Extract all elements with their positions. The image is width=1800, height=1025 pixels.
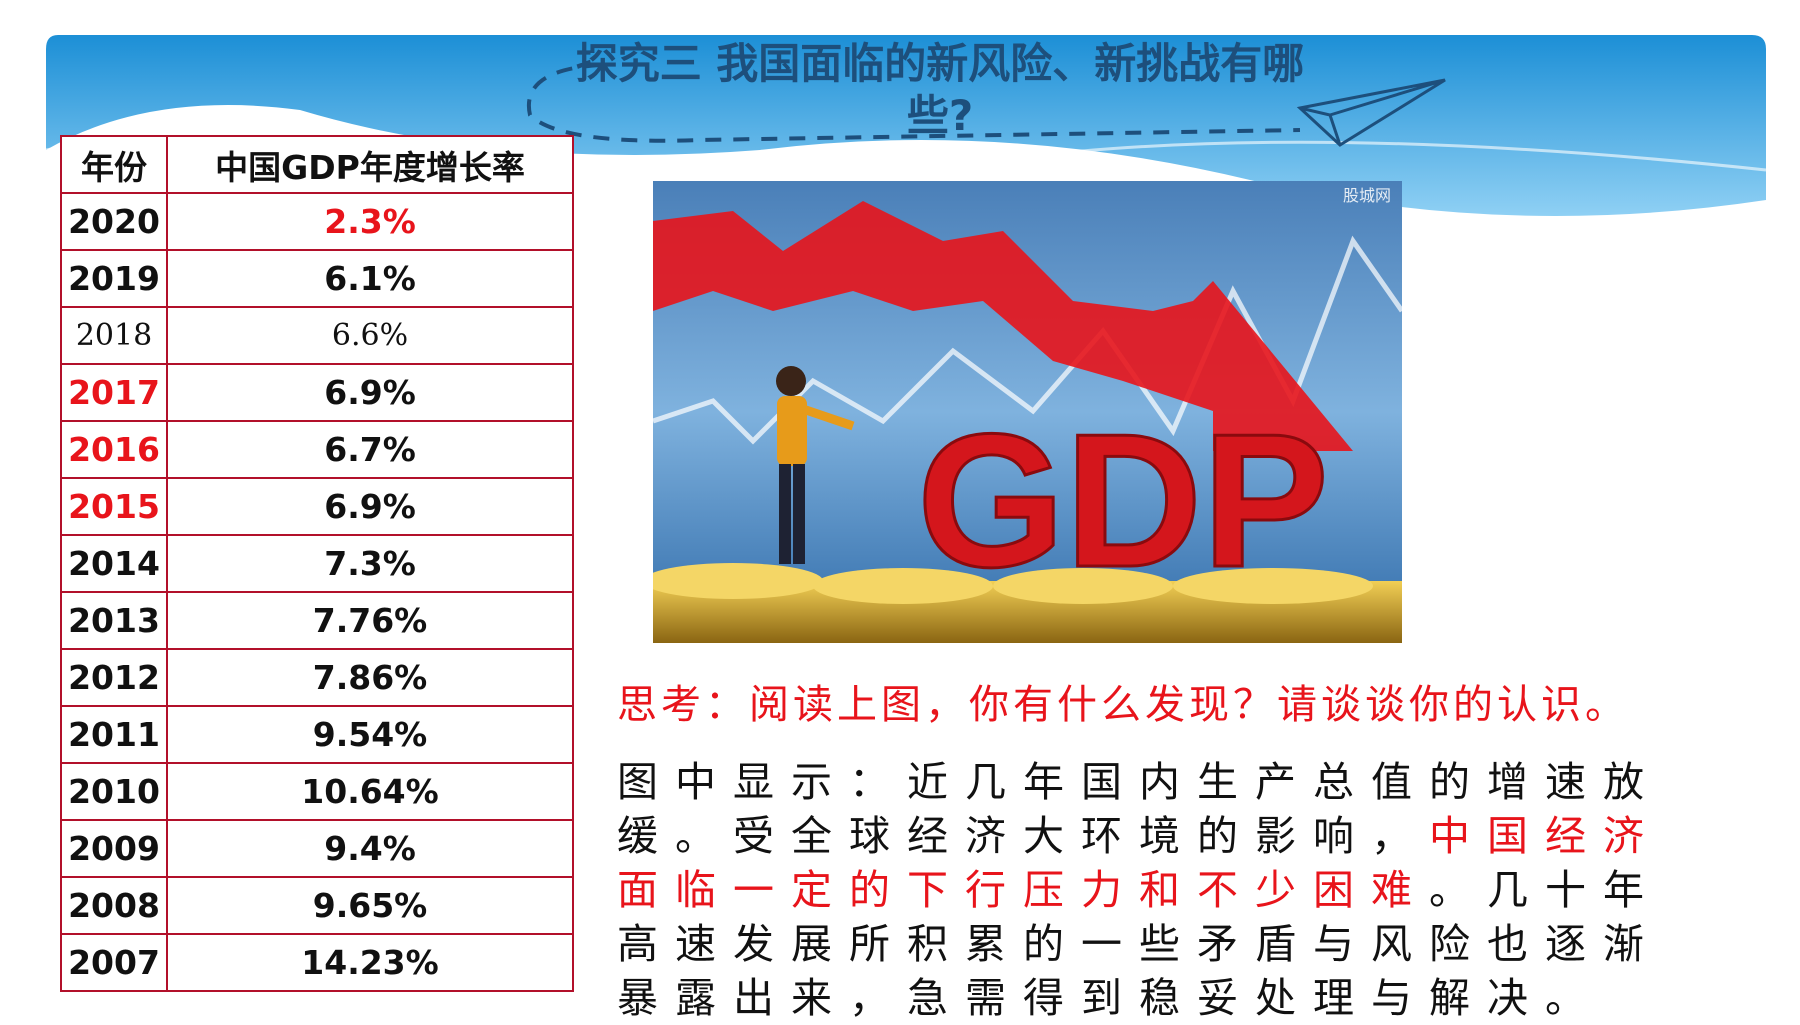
answer: 图中显示：近几年国内生产总值的增速放缓。受全球经济大环境的影响，中国经济面临一定… <box>617 755 1717 1025</box>
header-row: 年份 中国GDP年度增长率 <box>60 135 574 194</box>
gdp-table: 年份 中国GDP年度增长率 2020 2.3% 2019 6.1% 2018 6.6% … <box>60 135 576 1012</box>
cell: 2009 <box>60 819 168 878</box>
banner-shape <box>46 35 1766 216</box>
cell: 9.65% <box>166 876 574 935</box>
row: 2012 7.86% <box>60 648 574 707</box>
cell: 7.86% <box>166 648 574 707</box>
cell: 7.76% <box>166 591 574 650</box>
cell: 14.23% <box>166 933 574 992</box>
cell: 9.54% <box>166 705 574 764</box>
cell: 10.64% <box>166 762 574 821</box>
cell: 9.4% <box>166 819 574 878</box>
watermark: 股城网 <box>1343 186 1391 205</box>
col-header: 中国GDP年度增长率 <box>166 135 574 194</box>
cell: 6.6% <box>166 306 574 365</box>
paper-plane <box>1296 78 1446 147</box>
answer-highlight: 中国经济面临一定的下行压力和不少困难 <box>617 812 1661 914</box>
question: 思考：阅读上图，你有什么发现？请谈谈你的认识。 <box>617 682 1629 728</box>
figure <box>776 366 855 564</box>
coins <box>653 563 1402 643</box>
answer-text: 。几十年高速发展所积累的一些矛盾与风险也逐渐暴露出来，急需得到稳妥处理与解决。 <box>617 866 1661 1022</box>
cell: 7.3% <box>166 534 574 593</box>
cell: 2020 <box>60 192 168 251</box>
cell: 2013 <box>60 591 168 650</box>
cell: 2011 <box>60 705 168 764</box>
cell: 2014 <box>60 534 168 593</box>
cell: 2010 <box>60 762 168 821</box>
row: 2008 9.65% <box>60 876 574 935</box>
cell: 2016 <box>60 420 168 479</box>
cell: 2015 <box>60 477 168 536</box>
cell: 2019 <box>60 249 168 308</box>
cell: 6.9% <box>166 477 574 536</box>
row: 2013 7.76% <box>60 591 574 650</box>
row: 2007 14.23% <box>60 933 574 992</box>
red-arrow <box>653 201 1353 451</box>
row: 2015 6.9% <box>60 477 574 536</box>
table: 年份 中国GDP年度增长率 2020 2.3% 2019 6.1% 2018 6.6% … <box>60 135 574 992</box>
row: 2016 6.7% <box>60 420 574 479</box>
row: 2009 9.4% <box>60 819 574 878</box>
cell: 2017 <box>60 363 168 422</box>
cell: 2012 <box>60 648 168 707</box>
gdp-label: GDP <box>917 395 1329 607</box>
row: 2011 9.54% <box>60 705 574 764</box>
cell: 6.1% <box>166 249 574 308</box>
row: 2010 10.64% <box>60 762 574 821</box>
cell: 2007 <box>60 933 168 992</box>
cell: 6.7% <box>166 420 574 479</box>
cell: 2018 <box>60 306 168 365</box>
cell: 2008 <box>60 876 168 935</box>
col-header: 年份 <box>60 135 168 194</box>
answer-text: 图中显示：近几年国内生产总值的增速放缓。受全球经济大环境的影响， <box>617 758 1661 860</box>
row: 2020 2.3% <box>60 192 574 251</box>
cell: 2.3% <box>166 192 574 251</box>
row: 2014 7.3% <box>60 534 574 593</box>
row: 2017 6.9% <box>60 363 574 422</box>
row: 2018 6.6% <box>60 306 574 365</box>
slide-title: 探究三 我国面临的新风险、新挑战有哪些? <box>575 39 1305 140</box>
gdp-photo: GDP 股城网 <box>653 181 1402 643</box>
cell: 6.9% <box>166 363 574 422</box>
row: 2019 6.1% <box>60 249 574 308</box>
